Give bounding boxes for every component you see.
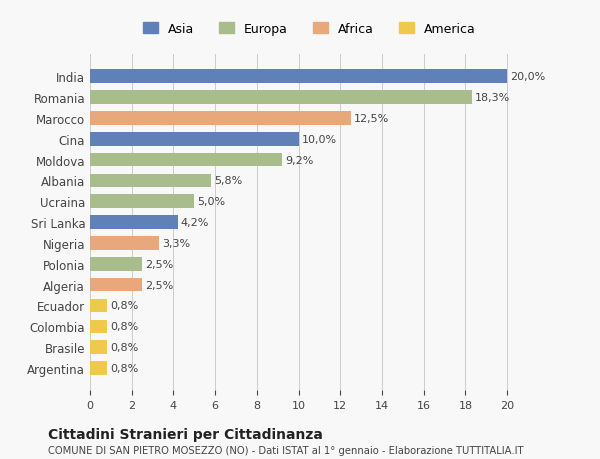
Bar (90, 133, 299, 146)
Text: 10,0%: 10,0% (302, 134, 337, 145)
Text: 0,8%: 0,8% (110, 322, 138, 331)
Text: 0,8%: 0,8% (110, 301, 138, 311)
Text: 18,3%: 18,3% (475, 93, 510, 103)
Text: 12,5%: 12,5% (354, 114, 389, 123)
Bar (90, 361, 107, 375)
Text: 0,8%: 0,8% (110, 363, 138, 373)
Text: 5,8%: 5,8% (214, 176, 242, 186)
Bar (90, 153, 282, 167)
Text: 0,8%: 0,8% (110, 342, 138, 353)
Bar (90, 174, 211, 188)
Text: 9,2%: 9,2% (285, 155, 313, 165)
Bar (90, 237, 159, 250)
Bar (90, 278, 142, 292)
Text: 2,5%: 2,5% (145, 259, 173, 269)
Bar (90, 320, 107, 333)
Text: COMUNE DI SAN PIETRO MOSEZZO (NO) - Dati ISTAT al 1° gennaio - Elaborazione TUTT: COMUNE DI SAN PIETRO MOSEZZO (NO) - Dati… (48, 445, 523, 455)
Text: 2,5%: 2,5% (145, 280, 173, 290)
Bar (90, 112, 351, 125)
Bar (90, 341, 107, 354)
Bar (90, 195, 194, 208)
Bar (90, 91, 472, 105)
Bar (90, 216, 178, 230)
Text: Cittadini Stranieri per Cittadinanza: Cittadini Stranieri per Cittadinanza (48, 427, 323, 441)
Bar (90, 70, 507, 84)
Bar (90, 257, 142, 271)
Bar (90, 299, 107, 313)
Text: 4,2%: 4,2% (181, 218, 209, 228)
Legend: Asia, Europa, Africa, America: Asia, Europa, Africa, America (137, 18, 481, 41)
Text: 5,0%: 5,0% (197, 197, 226, 207)
Text: 3,3%: 3,3% (162, 238, 190, 248)
Text: 20,0%: 20,0% (510, 72, 545, 82)
